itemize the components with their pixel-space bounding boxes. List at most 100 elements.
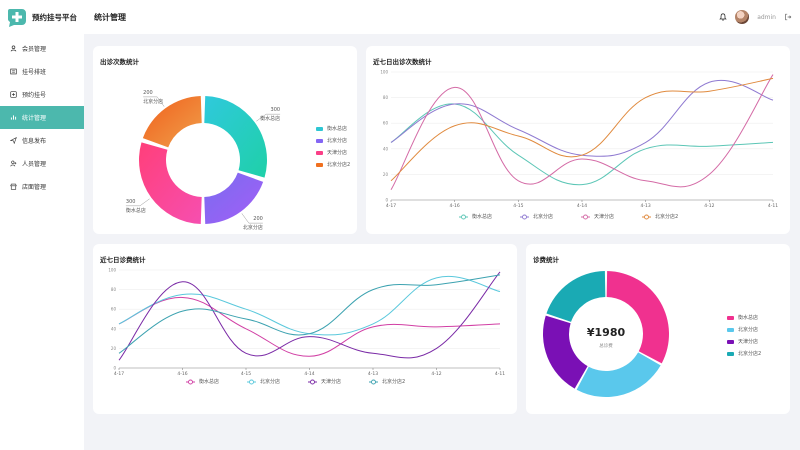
- slice-name-label: 北京分店: [143, 98, 163, 105]
- donut-slice[interactable]: [543, 315, 588, 389]
- legend-marker-icon: [581, 214, 591, 219]
- y-tick-label: 0: [113, 366, 116, 371]
- store-icon: [10, 183, 17, 190]
- legend-swatch: [727, 327, 734, 332]
- y-tick-label: 40: [111, 326, 117, 331]
- sidebar-item-members[interactable]: 会员管理: [0, 37, 84, 60]
- y-tick-label: 80: [111, 287, 117, 292]
- donut-slice[interactable]: [576, 352, 661, 397]
- sidebar-item-staff[interactable]: 人员管理: [0, 152, 84, 175]
- sidebar-item-label: 人员管理: [22, 161, 47, 168]
- donut-slice[interactable]: [204, 172, 264, 224]
- legend-item[interactable]: 衡水总店: [727, 314, 761, 321]
- card-title: 出诊次数统计: [100, 58, 139, 66]
- slice-value-label: 300: [126, 199, 136, 205]
- y-tick-label: 20: [111, 346, 117, 351]
- series-line[interactable]: [118, 271, 501, 361]
- logout-icon[interactable]: [784, 13, 792, 21]
- y-tick-label: 60: [111, 307, 117, 312]
- series-line[interactable]: [390, 77, 774, 182]
- chart-legend: 衡水总店北京分店天津分店北京分店2: [727, 314, 761, 357]
- x-tick-label: 4-12: [431, 371, 441, 377]
- sidebar-item-schedule[interactable]: 挂号排班: [0, 60, 84, 83]
- booking-icon: [10, 91, 17, 98]
- x-tick-label: 4-15: [513, 203, 523, 209]
- fees-week-line-chart: 0 20 40 60 80 100 4-17 4-16 4-15 4-14 4-13 4-12 4-11: [108, 268, 505, 378]
- legend-label: 衡水总店: [738, 315, 759, 321]
- legend-item[interactable]: 北京分店2: [727, 350, 761, 357]
- legend-item[interactable]: 北京分店: [316, 137, 350, 144]
- series-line[interactable]: [118, 296, 501, 357]
- sidebar-item-label: 预约挂号: [22, 92, 47, 99]
- card-title: 诊费统计: [533, 256, 559, 264]
- legend-item[interactable]: 天津分店: [308, 378, 341, 385]
- legend-label: 天津分店: [594, 214, 615, 220]
- legend-marker-icon: [308, 379, 318, 384]
- label-line: [125, 198, 150, 207]
- legend-item[interactable]: 北京分店2: [369, 378, 405, 385]
- visits-card: 出诊次数统计 300 衡水总店 200 北京分店 300 衡水总店 200 北京分店 衡水总店…: [93, 46, 357, 234]
- legend-item[interactable]: 北京分店2: [642, 213, 678, 220]
- donut-slice[interactable]: [139, 142, 202, 224]
- series-line[interactable]: [390, 103, 774, 186]
- username[interactable]: admin: [757, 13, 776, 21]
- sidebar-item-store[interactable]: 店面管理: [0, 175, 84, 198]
- legend-item[interactable]: 北京分店2: [316, 161, 350, 168]
- user-icon: [10, 45, 17, 52]
- legend-label: 北京分店2: [738, 351, 762, 357]
- legend-label: 北京分店2: [327, 162, 351, 168]
- y-tick-label: 100: [380, 70, 388, 75]
- legend-swatch: [316, 138, 323, 143]
- legend-marker-icon: [247, 379, 257, 384]
- sidebar: 会员管理 挂号排班 预约挂号 统计管理 信息发布 人员管理 店面管理: [0, 34, 84, 450]
- card-title: 近七日诊费统计: [100, 256, 146, 264]
- x-tick-label: 4-14: [577, 203, 587, 209]
- legend-item[interactable]: 衡水总店: [186, 378, 219, 385]
- x-tick-label: 4-11: [768, 203, 778, 209]
- visits-donut-chart: 300 衡水总店 200 北京分店 300 衡水总店 200 北京分店: [125, 90, 281, 231]
- y-tick-label: 60: [383, 121, 389, 126]
- legend-item[interactable]: 天津分店: [727, 338, 761, 345]
- medical-cross-icon: [6, 6, 28, 28]
- donut-slice[interactable]: [142, 96, 202, 148]
- chart-legend: 衡水总店北京分店天津分店北京分店2: [316, 125, 350, 168]
- sidebar-item-stats[interactable]: 统计管理: [0, 106, 84, 129]
- page-title: 统计管理: [94, 12, 126, 22]
- app-name: 预约挂号平台: [32, 12, 77, 22]
- legend-item[interactable]: 衡水总店: [459, 213, 492, 220]
- legend-item[interactable]: 天津分店: [316, 149, 350, 156]
- series-line[interactable]: [118, 274, 501, 354]
- legend-item[interactable]: 天津分店: [581, 213, 614, 220]
- legend-swatch: [727, 315, 734, 320]
- label-line: [241, 213, 263, 224]
- logo[interactable]: 预约挂号平台: [0, 0, 84, 34]
- legend-item[interactable]: 北京分店: [247, 378, 280, 385]
- slice-value-label: 200: [143, 90, 153, 96]
- legend-swatch: [727, 339, 734, 344]
- bell-icon[interactable]: [719, 13, 727, 21]
- legend-label: 衡水总店: [472, 214, 493, 220]
- fees-week-card: 近七日诊费统计 0 20 40 60 80 100 4-17 4-16 4-15 4-14 4-13…: [93, 244, 517, 414]
- label-line: [256, 113, 281, 122]
- legend-label: 天津分店: [321, 379, 342, 385]
- legend-marker-icon: [520, 214, 530, 219]
- legend-item[interactable]: 北京分店: [727, 326, 761, 333]
- sidebar-item-booking[interactable]: 预约挂号: [0, 83, 84, 106]
- donut-slice[interactable]: [204, 96, 267, 178]
- donut-slice[interactable]: [546, 271, 606, 322]
- avatar[interactable]: [735, 10, 750, 24]
- series-line[interactable]: [390, 80, 774, 157]
- chart-legend: 衡水总店 北京分店 天津分店 北京分店2: [459, 213, 678, 220]
- series-line[interactable]: [390, 74, 774, 191]
- donut-slice[interactable]: [606, 271, 669, 364]
- legend-item[interactable]: 衡水总店: [316, 125, 350, 132]
- stats-icon: [10, 114, 17, 121]
- chart-legend: 衡水总店 北京分店 天津分店 北京分店2: [186, 378, 405, 385]
- visits-week-line-chart: 0 20 40 60 80 100 4-17 4-16 4-15 4-14 4-13 4-12 4-11: [380, 70, 778, 210]
- sidebar-item-publish[interactable]: 信息发布: [0, 129, 84, 152]
- top-header: 预约挂号平台 统计管理 admin: [0, 0, 800, 34]
- schedule-icon: [10, 68, 17, 75]
- x-tick-label: 4-16: [450, 203, 460, 209]
- x-tick-label: 4-16: [177, 371, 187, 377]
- legend-item[interactable]: 北京分店: [520, 213, 553, 220]
